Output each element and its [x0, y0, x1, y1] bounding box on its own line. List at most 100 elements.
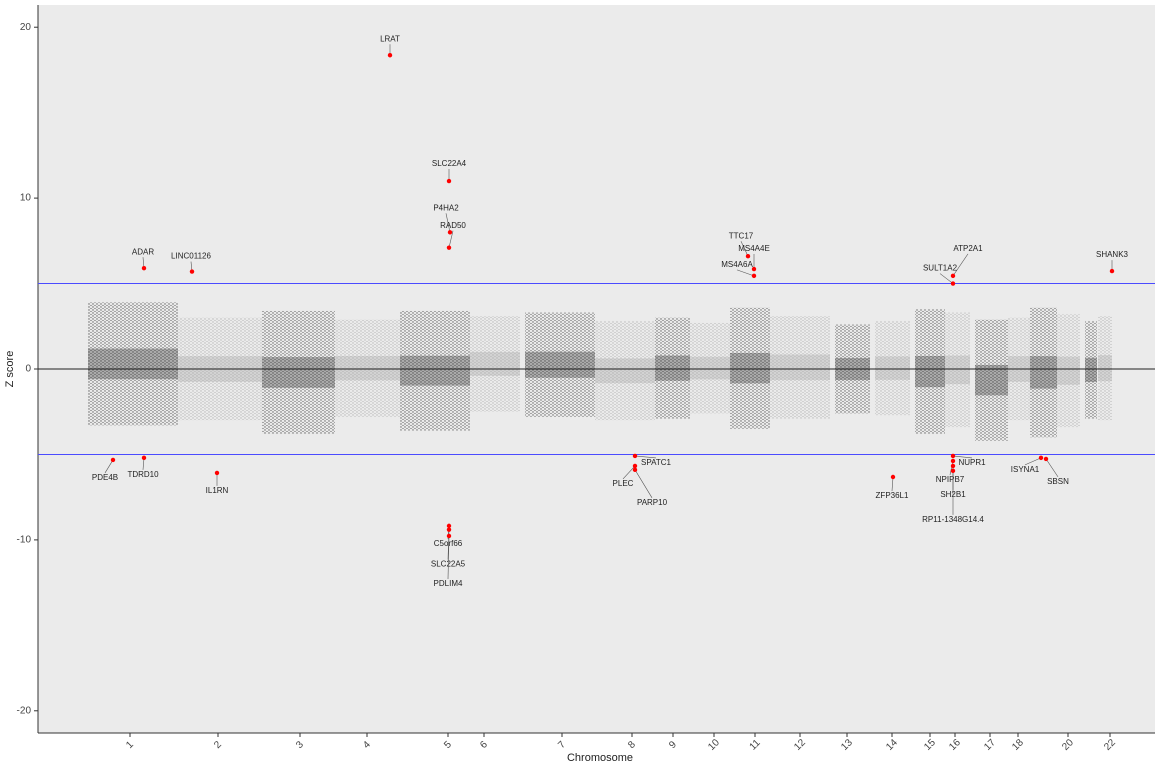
- point-cloud-core: [945, 355, 970, 385]
- hit-label: ADAR: [132, 247, 154, 256]
- hit-label: PARP10: [637, 498, 668, 507]
- hit-point: [1038, 455, 1044, 461]
- x-tick-label: 11: [748, 737, 763, 752]
- hit-label: SHANK3: [1096, 250, 1129, 259]
- y-axis-label: Z score: [4, 351, 16, 388]
- point-cloud-core: [875, 356, 910, 380]
- hit-label: P4HA2: [433, 203, 459, 212]
- point-cloud: [655, 317, 690, 419]
- point-cloud-core: [1030, 356, 1057, 389]
- x-axis-label: Chromosome: [567, 752, 633, 764]
- hit-point: [189, 269, 195, 274]
- leader-line: [939, 273, 954, 284]
- hit-point: [447, 230, 453, 235]
- hit-point: [950, 453, 956, 459]
- hit-point: [446, 527, 452, 532]
- point-cloud: [400, 310, 470, 431]
- x-tick-label: 12: [792, 737, 808, 753]
- point-cloud-core: [470, 351, 520, 376]
- point-cloud: [875, 321, 910, 416]
- hit-point: [751, 266, 757, 272]
- point-cloud-core: [1085, 357, 1097, 383]
- x-tick-label: 4: [361, 739, 373, 751]
- hit-label: LRAT: [380, 34, 400, 43]
- hit-point: [751, 273, 757, 279]
- leader-line: [622, 465, 636, 480]
- leader-line: [448, 230, 454, 248]
- hit-label: RP11-1348G14.4: [922, 515, 984, 524]
- point-cloud: [1098, 316, 1112, 421]
- hit-label: SBSN: [1047, 477, 1069, 486]
- leader-line: [104, 459, 114, 474]
- leader-line: [891, 476, 894, 492]
- hit-label: ISYNA1: [1011, 465, 1040, 474]
- point-cloud: [525, 312, 595, 417]
- hit-point: [141, 265, 147, 271]
- hit-label: ZFP36L1: [876, 491, 909, 500]
- hit-point: [1109, 268, 1115, 274]
- hit-label: LINC01126: [171, 252, 211, 261]
- x-tick-label: 6: [478, 739, 490, 751]
- point-cloud: [262, 310, 335, 434]
- hit-point: [632, 467, 638, 473]
- x-tick-label: 16: [947, 737, 963, 753]
- point-cloud: [1085, 321, 1097, 419]
- x-tick-label: 17: [982, 737, 998, 753]
- point-cloud-core: [730, 352, 770, 384]
- hit-label: RAD50: [440, 221, 466, 230]
- point-cloud-core: [975, 364, 1008, 396]
- point-cloud-core: [88, 348, 178, 380]
- hit-point: [446, 245, 452, 250]
- point-cloud: [88, 302, 178, 426]
- point-cloud-core: [1057, 356, 1080, 385]
- hit-label: NPIPB7: [936, 475, 965, 484]
- x-tick-label: 22: [1102, 737, 1118, 753]
- hit-label: PDLIM4: [434, 579, 463, 588]
- leader-line: [736, 269, 755, 277]
- hit-label: MS4A4E: [738, 244, 770, 253]
- hit-point: [110, 457, 116, 463]
- hit-label: PLEC: [613, 479, 634, 488]
- point-cloud-core: [1098, 355, 1112, 382]
- x-tick-label: 1: [124, 739, 136, 751]
- hit-point: [632, 463, 638, 469]
- leader-line: [1045, 458, 1059, 478]
- hit-point: [890, 474, 896, 480]
- hit-label: TDRD10: [127, 470, 159, 479]
- y-tick-label: 0: [25, 364, 31, 375]
- leader-line: [952, 455, 973, 459]
- point-cloud-core: [335, 355, 400, 381]
- leader-line: [445, 213, 451, 233]
- point-cloud: [690, 322, 730, 414]
- point-cloud-core: [595, 358, 655, 384]
- point-cloud-core: [770, 354, 830, 381]
- hit-label: NUPR1: [958, 458, 986, 467]
- hit-point: [446, 533, 452, 539]
- y-tick-label: -20: [17, 705, 32, 716]
- leader-line: [634, 469, 653, 498]
- hit-point: [950, 463, 956, 469]
- x-tick-label: 8: [626, 739, 638, 751]
- hit-point: [950, 468, 956, 474]
- point-cloud: [915, 309, 945, 434]
- hit-point: [446, 523, 452, 529]
- hit-label: ATP2A1: [953, 244, 983, 253]
- hit-label: SULT1A2: [923, 264, 958, 273]
- hit-point: [950, 273, 956, 279]
- hit-point: [214, 470, 220, 476]
- x-tick-label: 5: [442, 739, 454, 751]
- hit-label: TTC17: [729, 231, 754, 240]
- x-tick-label: 7: [556, 739, 568, 751]
- point-cloud-core: [690, 356, 730, 380]
- x-tick-label: 18: [1010, 737, 1026, 753]
- leader-line: [949, 460, 954, 476]
- x-tick-label: 2: [212, 739, 224, 751]
- point-cloud-core: [655, 355, 690, 381]
- point-cloud: [730, 307, 770, 429]
- hit-point: [950, 281, 956, 286]
- point-cloud: [945, 312, 970, 428]
- hit-label: SLC22A4: [432, 159, 467, 168]
- x-tick-label: 10: [706, 737, 722, 753]
- leader-line: [634, 455, 657, 459]
